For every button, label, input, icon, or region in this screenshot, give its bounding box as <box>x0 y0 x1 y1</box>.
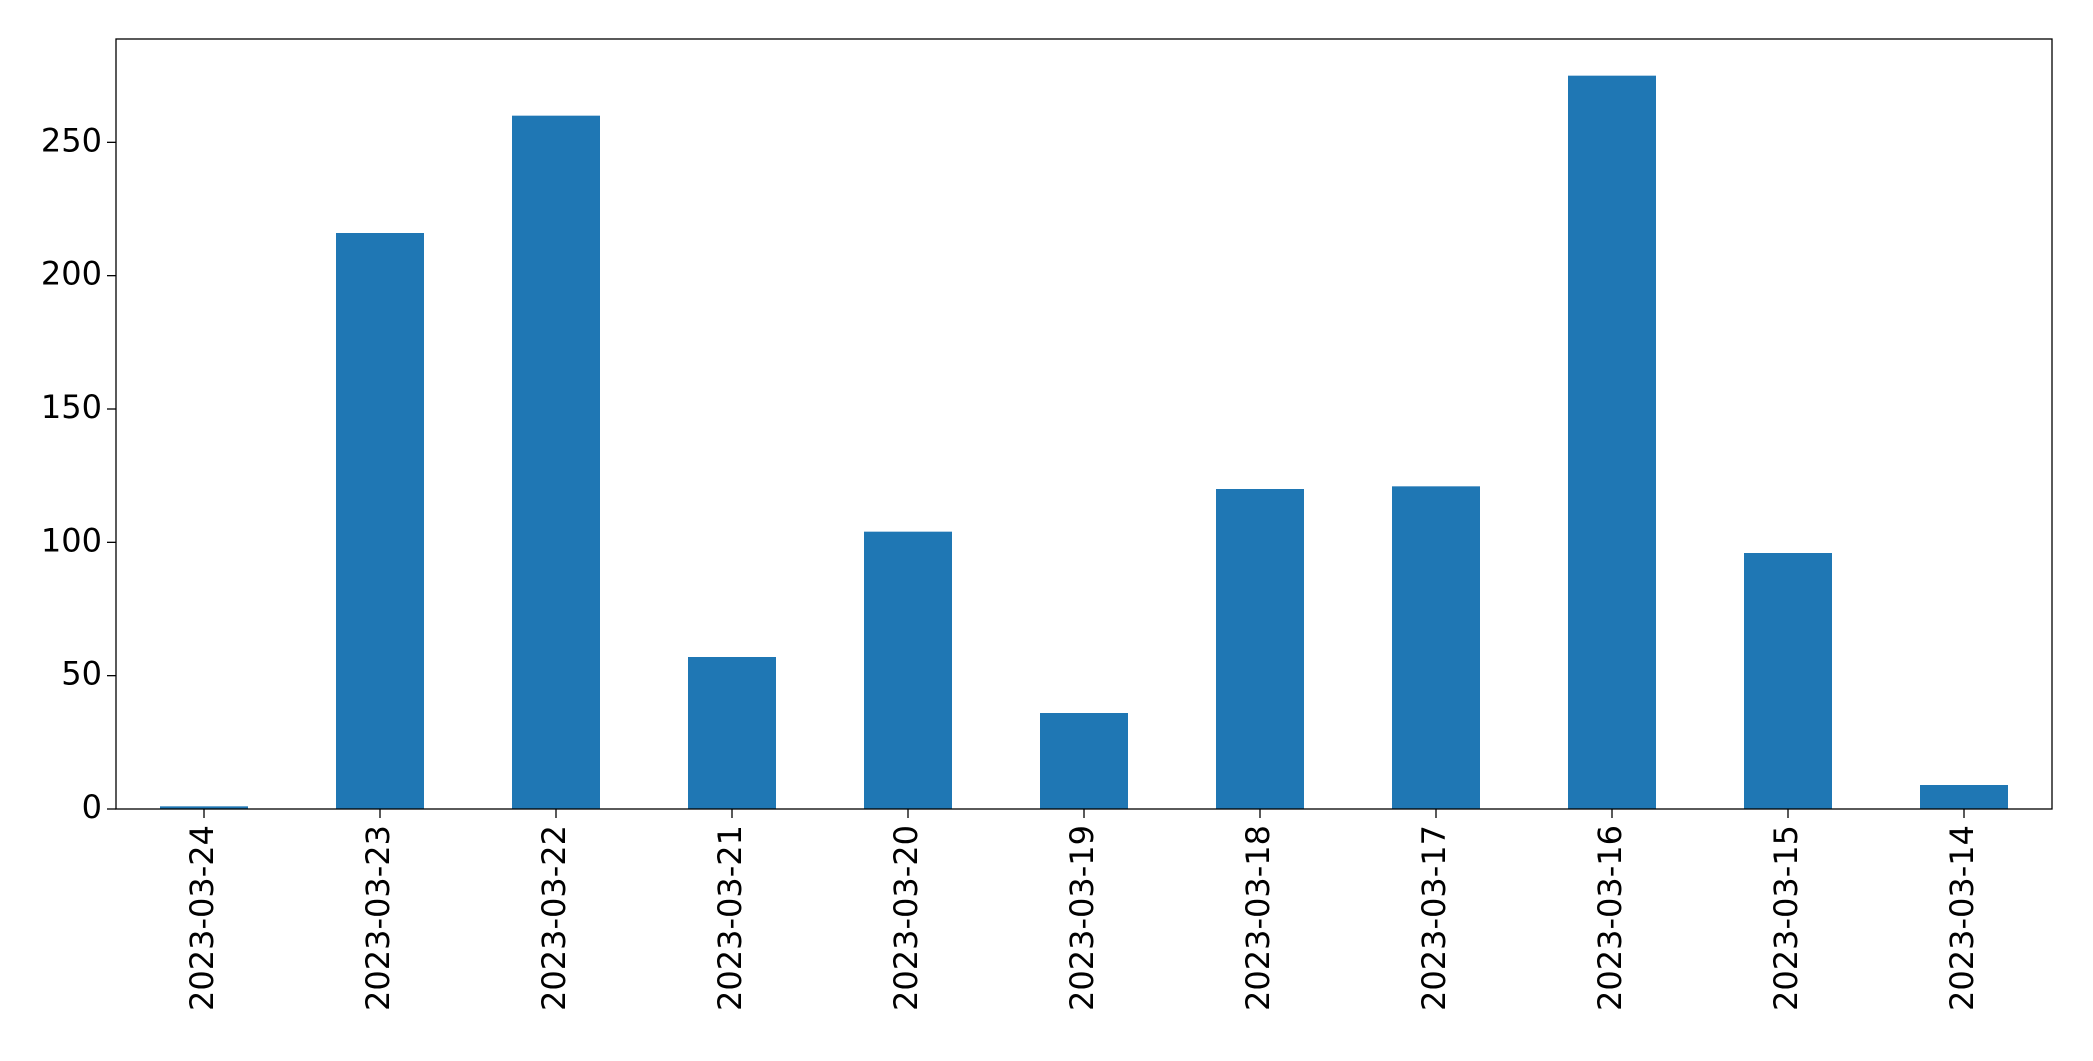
x-tick-label: 2023-03-18 <box>1239 825 1277 1011</box>
bar <box>1040 713 1128 809</box>
y-tick-label: 200 <box>41 255 102 293</box>
y-tick-label: 100 <box>41 521 102 559</box>
x-tick-label: 2023-03-23 <box>359 825 397 1011</box>
x-tick-label: 2023-03-21 <box>711 825 749 1011</box>
bar <box>1744 553 1832 809</box>
bar <box>336 233 424 809</box>
x-tick-label: 2023-03-24 <box>183 825 221 1011</box>
y-tick-label: 0 <box>82 788 102 826</box>
x-tick-label: 2023-03-15 <box>1767 825 1805 1011</box>
y-tick-label: 50 <box>61 655 102 693</box>
x-tick-label: 2023-03-14 <box>1943 825 1981 1011</box>
x-tick-label: 2023-03-17 <box>1415 825 1453 1011</box>
bar <box>1392 486 1480 809</box>
plot-frame <box>115 38 2053 810</box>
x-tick-label: 2023-03-16 <box>1591 825 1629 1011</box>
x-tick-label: 2023-03-20 <box>887 825 925 1011</box>
y-tick-label: 250 <box>41 121 102 159</box>
bar <box>1568 75 1656 809</box>
bar <box>160 806 248 809</box>
y-tick-label: 150 <box>41 388 102 426</box>
bar <box>1216 489 1304 809</box>
bar <box>688 657 776 809</box>
bar <box>1920 785 2008 809</box>
x-tick-label: 2023-03-22 <box>535 825 573 1011</box>
bar <box>864 531 952 809</box>
x-tick-label: 2023-03-19 <box>1063 825 1101 1011</box>
bar <box>512 115 600 809</box>
